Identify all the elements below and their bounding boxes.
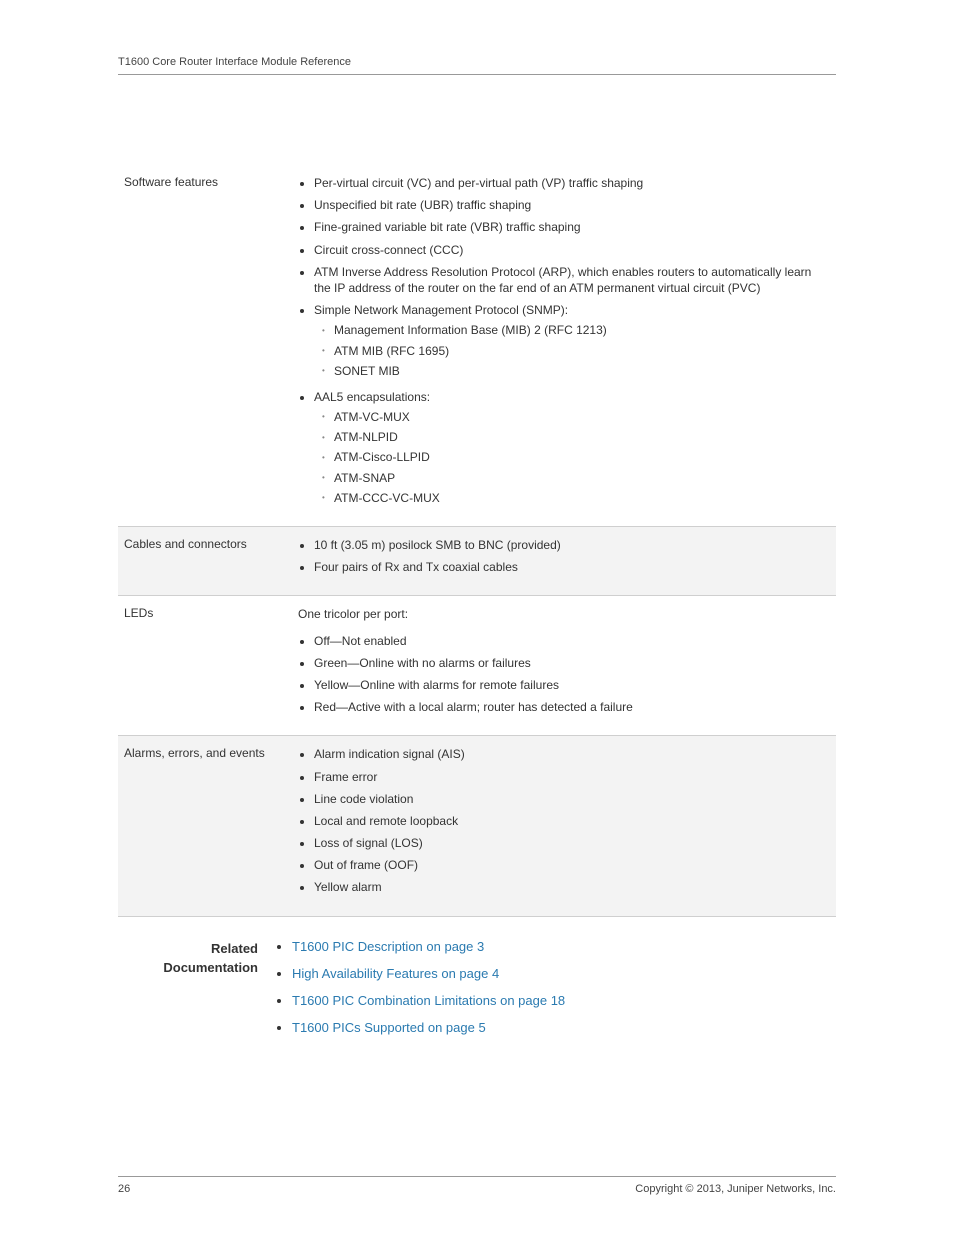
row-content: 10 ft (3.05 m) posilock SMB to BNC (prov… [290,527,836,596]
list-item: Simple Network Management Protocol (SNMP… [314,302,828,379]
sub-list: ATM-VC-MUX ATM-NLPID ATM-Cisco-LLPID ATM… [314,409,828,506]
bullet-list: 10 ft (3.05 m) posilock SMB to BNC (prov… [298,537,828,575]
doc-link[interactable]: T1600 PIC Combination Limitations on pag… [292,993,565,1008]
snmp-lead: Simple Network Management Protocol (SNMP… [314,303,568,317]
row-software-features: Software features Per-virtual circuit (V… [118,165,836,527]
sub-list: Management Information Base (MIB) 2 (RFC… [314,322,828,379]
list-item: ATM-NLPID [334,429,828,445]
list-item: AAL5 encapsulations: ATM-VC-MUX ATM-NLPI… [314,389,828,506]
copyright: Copyright © 2013, Juniper Networks, Inc. [635,1183,836,1195]
list-item: Loss of signal (LOS) [314,835,828,851]
row-label: LEDs [118,596,290,736]
bullet-list: Off—Not enabled Green—Online with no ala… [298,633,828,716]
list-item: T1600 PIC Combination Limitations on pag… [292,993,836,1008]
list-item: ATM MIB (RFC 1695) [334,343,828,359]
list-item: Frame error [314,769,828,785]
list-item: Green—Online with no alarms or failures [314,655,828,671]
list-item: 10 ft (3.05 m) posilock SMB to BNC (prov… [314,537,828,553]
row-content: Per-virtual circuit (VC) and per-virtual… [290,165,836,527]
list-item: Circuit cross-connect (CCC) [314,242,828,258]
related-label: Related Documentation [118,939,276,1047]
list-item: T1600 PIC Description on page 3 [292,939,836,954]
doc-link[interactable]: T1600 PIC Description on page 3 [292,939,484,954]
list-item: ATM-Cisco-LLPID [334,449,828,465]
aal5-lead: AAL5 encapsulations: [314,390,430,404]
page: T1600 Core Router Interface Module Refer… [0,0,954,1235]
list-item: Red—Active with a local alarm; router ha… [314,699,828,715]
bullet-list: Alarm indication signal (AIS) Frame erro… [298,746,828,895]
list-item: High Availability Features on page 4 [292,966,836,981]
bullet-list: AAL5 encapsulations: ATM-VC-MUX ATM-NLPI… [298,389,828,506]
list-item: Management Information Base (MIB) 2 (RFC… [334,322,828,338]
related-links: T1600 PIC Description on page 3 High Ava… [276,939,836,1047]
row-content: One tricolor per port: Off—Not enabled G… [290,596,836,736]
list-item: Local and remote loopback [314,813,828,829]
list-item: ATM Inverse Address Resolution Protocol … [314,264,828,296]
page-footer: 26 Copyright © 2013, Juniper Networks, I… [118,1176,836,1195]
row-content: Alarm indication signal (AIS) Frame erro… [290,736,836,916]
row-leds: LEDs One tricolor per port: Off—Not enab… [118,596,836,736]
row-alarms: Alarms, errors, and events Alarm indicat… [118,736,836,916]
list-item: Per-virtual circuit (VC) and per-virtual… [314,175,828,191]
list-item: T1600 PICs Supported on page 5 [292,1020,836,1035]
list-item: Yellow alarm [314,879,828,895]
list-item: SONET MIB [334,363,828,379]
row-label: Cables and connectors [118,527,290,596]
related-documentation: Related Documentation T1600 PIC Descript… [118,939,836,1047]
running-header: T1600 Core Router Interface Module Refer… [118,56,836,75]
list-item: Unspecified bit rate (UBR) traffic shapi… [314,197,828,213]
related-label-line2: Documentation [163,960,258,975]
related-label-line1: Related [211,941,258,956]
doc-link[interactable]: High Availability Features on page 4 [292,966,499,981]
list-item: Off—Not enabled [314,633,828,649]
list-item: Four pairs of Rx and Tx coaxial cables [314,559,828,575]
list-item: ATM-VC-MUX [334,409,828,425]
row-label: Software features [118,165,290,527]
list-item: Out of frame (OOF) [314,857,828,873]
leds-lead: One tricolor per port: [298,606,828,622]
page-number: 26 [118,1183,130,1195]
list-item: ATM-CCC-VC-MUX [334,490,828,506]
bullet-list: Per-virtual circuit (VC) and per-virtual… [298,175,828,379]
list-item: Fine-grained variable bit rate (VBR) tra… [314,219,828,235]
list-item: Yellow—Online with alarms for remote fai… [314,677,828,693]
list-item: Alarm indication signal (AIS) [314,746,828,762]
list-item: ATM-SNAP [334,470,828,486]
spec-table: Software features Per-virtual circuit (V… [118,165,836,917]
row-cables: Cables and connectors 10 ft (3.05 m) pos… [118,527,836,596]
row-label: Alarms, errors, and events [118,736,290,916]
list-item: Line code violation [314,791,828,807]
doc-link[interactable]: T1600 PICs Supported on page 5 [292,1020,486,1035]
